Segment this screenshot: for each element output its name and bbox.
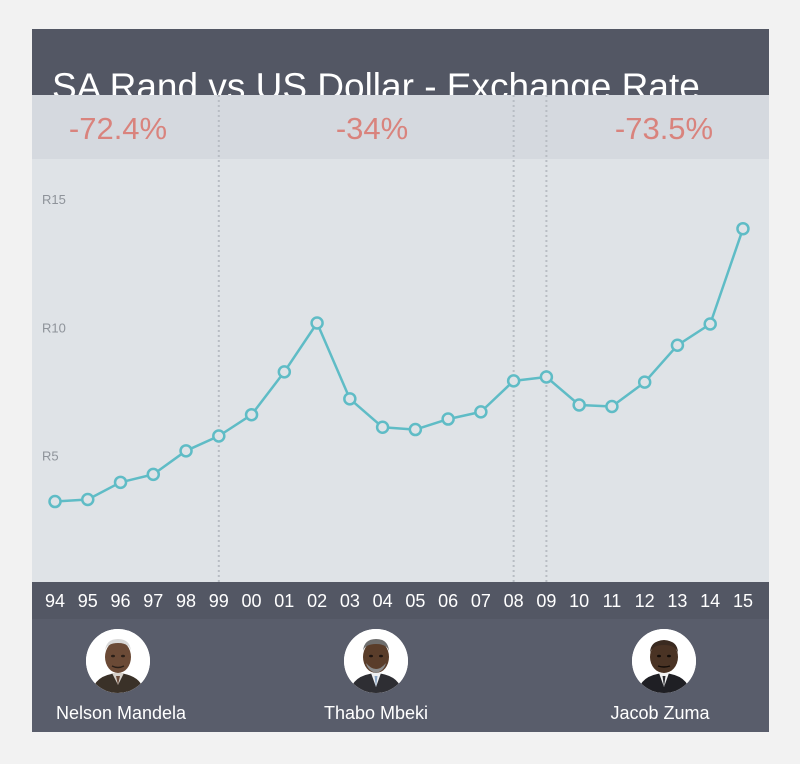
x-tick-label: 13 bbox=[667, 591, 688, 611]
x-tick-label: 04 bbox=[372, 591, 393, 611]
mbeki-percent-change: -34% bbox=[335, 111, 409, 146]
series-line bbox=[54, 228, 745, 503]
x-tick-label: 97 bbox=[143, 591, 164, 611]
y-tick-label: R15 bbox=[42, 192, 66, 207]
data-point-08 bbox=[506, 374, 521, 388]
x-tick-label: 11 bbox=[602, 591, 622, 611]
x-tick-label: 94 bbox=[44, 591, 66, 611]
x-tick-label: 15 bbox=[732, 591, 753, 611]
title-bar: SA Rand vs US Dollar - Exchange Rate bbox=[32, 29, 769, 107]
percent-change-band bbox=[32, 95, 769, 159]
zuma-name-label: Jacob Zuma bbox=[610, 703, 710, 723]
data-point-97 bbox=[146, 467, 161, 482]
x-tick-label: 12 bbox=[634, 591, 655, 611]
data-point-96 bbox=[113, 475, 128, 490]
infographic-card: SA Rand vs US Dollar - Exchange Rate R5 R… bbox=[32, 29, 769, 732]
data-point-07 bbox=[474, 405, 488, 419]
mandela-name-label: Nelson Mandela bbox=[55, 703, 187, 723]
portrait-zuma-icon bbox=[632, 629, 696, 693]
data-point-05 bbox=[408, 422, 423, 437]
data-point-14 bbox=[703, 317, 717, 331]
x-tick-label: 08 bbox=[503, 591, 524, 611]
data-point-02 bbox=[310, 316, 324, 330]
data-point-12 bbox=[637, 375, 652, 389]
data-point-95 bbox=[81, 492, 95, 507]
portrait-mbeki-icon bbox=[344, 629, 408, 693]
x-tick-label: 99 bbox=[208, 591, 229, 611]
data-point-04 bbox=[375, 420, 390, 435]
x-tick-label: 95 bbox=[77, 591, 98, 611]
data-point-99 bbox=[212, 429, 226, 443]
zuma-percent-change: -73.5% bbox=[614, 111, 714, 146]
data-point-15 bbox=[736, 221, 750, 236]
x-tick-label: 96 bbox=[110, 591, 131, 611]
data-point-06 bbox=[441, 412, 455, 426]
mandela-percent-change: -72.4% bbox=[68, 111, 168, 146]
data-point-94 bbox=[48, 494, 62, 509]
mbeki-name-label: Thabo Mbeki bbox=[323, 703, 429, 723]
x-axis-year-bar bbox=[32, 582, 769, 619]
x-tick-label: 06 bbox=[438, 591, 459, 611]
y-tick-label: R10 bbox=[42, 320, 66, 335]
data-point-01 bbox=[277, 365, 292, 379]
data-point-03 bbox=[343, 392, 357, 406]
data-point-13 bbox=[670, 338, 685, 353]
x-tick-label: 09 bbox=[536, 591, 557, 611]
x-tick-label: 98 bbox=[176, 591, 197, 611]
x-tick-label: 14 bbox=[700, 591, 721, 611]
data-point-10 bbox=[572, 398, 586, 412]
portrait-mandela-icon bbox=[86, 629, 150, 693]
x-tick-label: 07 bbox=[470, 591, 491, 611]
data-point-98 bbox=[179, 444, 193, 458]
y-tick-label: R5 bbox=[42, 448, 59, 463]
x-tick-label: 01 bbox=[274, 591, 295, 611]
data-point-11 bbox=[605, 399, 619, 414]
x-tick-label: 00 bbox=[241, 591, 262, 611]
rand-series bbox=[48, 221, 750, 509]
x-tick-label: 02 bbox=[307, 591, 328, 611]
x-tick-label: 05 bbox=[405, 591, 426, 611]
x-tick-label: 10 bbox=[569, 591, 590, 611]
data-point-00 bbox=[244, 407, 259, 422]
y-axis: R5 R10 R15 bbox=[42, 192, 66, 463]
data-point-09 bbox=[539, 370, 554, 384]
x-tick-label: 03 bbox=[339, 591, 360, 611]
